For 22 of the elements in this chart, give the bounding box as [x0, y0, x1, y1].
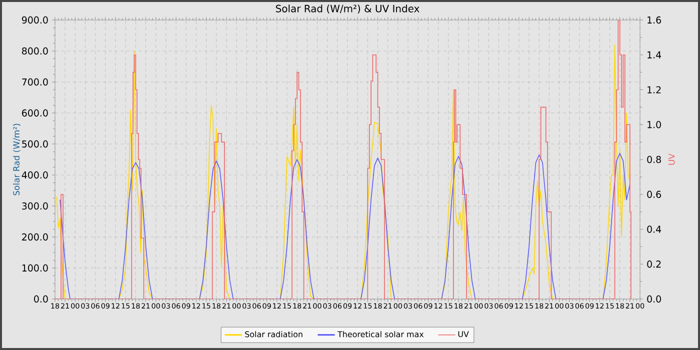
y-tick-label: 100.0	[22, 264, 48, 272]
y2-tick-label: 1.2	[648, 86, 661, 94]
y2-tick-label: 0.6	[647, 190, 661, 198]
y2-tick-label: 0.4	[647, 226, 662, 233]
y-tick-label: 400.0	[22, 171, 48, 179]
y-tick-label: 500.0	[22, 140, 48, 148]
y-tick-label: 800.0	[22, 47, 48, 55]
y2-tick-label: 0.2	[647, 260, 661, 268]
chart-title: Solar Rad (W/m²) & UV Index	[276, 4, 420, 14]
y-tick-label: 200.0	[22, 233, 48, 241]
y2-tick-label: 1.0	[648, 121, 661, 128]
y-tick-label: 0.0	[34, 295, 48, 303]
y-tick-label: 600.0	[22, 109, 48, 117]
y2-tick-label: 0.0	[647, 295, 661, 303]
y-axis-title: Solar Rad (W/m²)	[12, 124, 21, 196]
y-tick-label: 300.0	[22, 202, 48, 210]
y2-tick-label: 1.6	[648, 16, 661, 24]
y-tick-label: 900.0	[22, 16, 48, 24]
y-tick-label: 700.0	[22, 78, 48, 86]
y2-tick-label: 1.4	[648, 51, 662, 58]
y2-tick-label: 0.8	[647, 156, 661, 164]
y2-axis-title: UV	[668, 154, 675, 165]
